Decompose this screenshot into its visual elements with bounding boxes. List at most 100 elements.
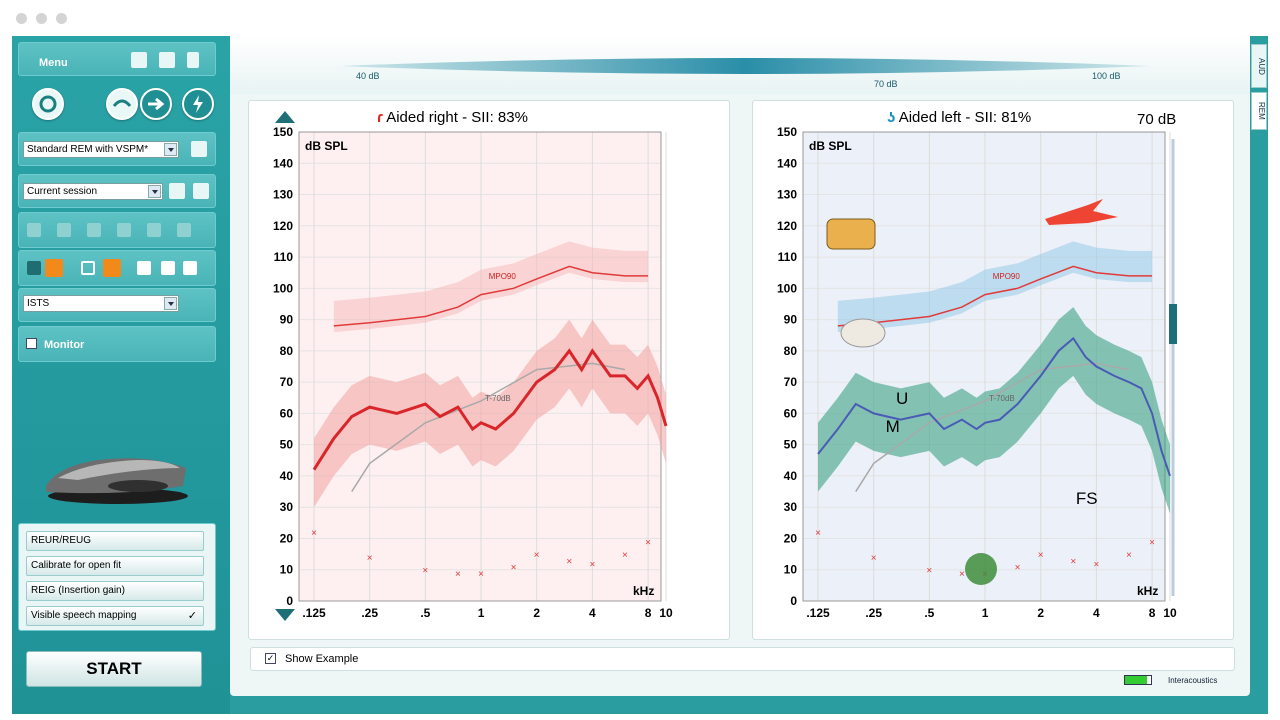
mpo-line xyxy=(837,265,1153,327)
y-tick-label: 130 xyxy=(273,188,293,202)
y-axis-label: dB SPL xyxy=(809,139,852,153)
chevron-down-icon xyxy=(164,297,177,310)
y-tick-label: 100 xyxy=(777,281,797,295)
slider-min-label: 40 dB xyxy=(356,71,380,81)
aided-right-title-text: Aided right - SII: 83% xyxy=(386,109,528,126)
arrow-right-icon[interactable] xyxy=(161,261,175,275)
ear-icon[interactable] xyxy=(27,223,41,237)
battery-icon xyxy=(1124,675,1152,685)
aided-response-curve xyxy=(312,348,668,471)
x-tick-label: .125 xyxy=(302,606,326,620)
aided-right-chart[interactable]: 0102030405060708090100110120130140150.12… xyxy=(249,101,731,641)
dog-icon xyxy=(840,318,886,348)
maximize-window-dot[interactable] xyxy=(56,13,67,24)
tab-rem[interactable]: REM xyxy=(1251,92,1267,130)
reig-label: REIG (Insertion gain) xyxy=(31,585,125,596)
session-copy-icon[interactable] xyxy=(169,183,185,199)
protocol-select-value: Standard REM with VSPM* xyxy=(27,144,149,155)
y-tick-label: 10 xyxy=(784,563,798,577)
corner-arrow-active-icon[interactable] xyxy=(103,259,121,277)
menu-label[interactable]: Menu xyxy=(39,57,68,69)
threshold-mark: × xyxy=(311,528,317,539)
rem-device-image xyxy=(46,458,188,504)
show-example-checkbox[interactable]: ✓ xyxy=(265,653,276,664)
x-axis-label: kHz xyxy=(1137,584,1158,598)
signal-select[interactable]: ISTS xyxy=(23,295,179,312)
rect-icon[interactable] xyxy=(117,223,131,237)
threshold-mark: × xyxy=(1093,559,1099,570)
threshold-mark: × xyxy=(1015,563,1021,574)
aided-left-title: ʖ Aided left - SII: 81% xyxy=(887,109,1031,126)
level-readout: 70 dB xyxy=(1137,111,1177,128)
chart-axis-icon[interactable] xyxy=(183,261,197,275)
y-tick-label: 90 xyxy=(784,313,798,327)
show-example-label: Show Example xyxy=(285,653,359,665)
y-tick-label: 0 xyxy=(286,594,293,608)
y-tick-label: 40 xyxy=(280,469,294,483)
threshold-mark: × xyxy=(622,550,628,561)
x-tick-label: 4 xyxy=(589,606,596,620)
threshold-mark: × xyxy=(645,538,651,549)
scroll-up-arrow xyxy=(275,111,295,123)
aided-left-chart[interactable]: 0102030405060708090100110120130140150.12… xyxy=(753,101,1235,641)
minimize-window-dot[interactable] xyxy=(36,13,47,24)
save-icon[interactable] xyxy=(159,52,175,68)
view-tools-panel xyxy=(18,250,216,286)
x-tick-label: 10 xyxy=(1163,606,1177,620)
y-tick-label: 50 xyxy=(280,438,294,452)
visible-speech-mapping-label: Visible speech mapping xyxy=(31,610,137,621)
threshold-mark: × xyxy=(959,569,965,580)
reig-insertion-gain-button[interactable]: REIG (Insertion gain) xyxy=(26,581,204,601)
layers-icon[interactable] xyxy=(147,223,161,237)
left-sidebar: Menu Standard REM with VSPM* Curren xyxy=(12,36,230,714)
x-tick-label: .25 xyxy=(361,606,378,620)
protocol-select[interactable]: Standard REM with VSPM* xyxy=(23,141,179,158)
corner-arrow-icon[interactable] xyxy=(81,261,95,275)
probe-icon[interactable] xyxy=(57,223,71,237)
exit-door-icon[interactable] xyxy=(187,52,199,68)
x-tick-label: 10 xyxy=(659,606,673,620)
calibrate-open-fit-button[interactable]: Calibrate for open fit xyxy=(26,556,204,576)
close-window-dot[interactable] xyxy=(16,13,27,24)
monitor-checkbox[interactable] xyxy=(26,338,37,349)
y-tick-label: 0 xyxy=(790,594,797,608)
hand-icon[interactable] xyxy=(177,223,191,237)
aided-right-title: ɾ Aided right - SII: 83% xyxy=(377,109,528,126)
main-area: 40 dB 70 dB 100 dB 0 10 20 30 40 50 60 70 80 90 10… xyxy=(230,36,1250,696)
session-select[interactable]: Current session xyxy=(23,183,163,200)
slider-max-label: 100 dB xyxy=(1092,71,1121,81)
x-tick-label: 2 xyxy=(533,606,540,620)
start-button[interactable]: START xyxy=(26,651,202,687)
reur-reug-button[interactable]: REUR/REUG xyxy=(26,531,204,551)
y-tick-label: 60 xyxy=(784,406,798,420)
x-tick-label: 8 xyxy=(645,606,652,620)
threshold-mark: × xyxy=(478,569,484,580)
target-line xyxy=(855,362,1130,492)
level-slider-thumb xyxy=(1169,304,1177,344)
signal-panel: ISTS xyxy=(18,288,216,322)
target-line xyxy=(351,362,626,492)
grid-table-icon[interactable] xyxy=(137,261,151,275)
next-arrow-button[interactable] xyxy=(140,88,172,120)
print-icon[interactable] xyxy=(131,52,147,68)
session-lock-icon[interactable] xyxy=(193,183,209,199)
globe-icon[interactable] xyxy=(87,223,101,237)
y-tick-label: 110 xyxy=(778,250,798,264)
x-tick-label: .5 xyxy=(924,606,934,620)
y-tick-label: 70 xyxy=(784,375,798,389)
x-tick-label: .5 xyxy=(420,606,430,620)
tab-aud[interactable]: AUD xyxy=(1251,44,1267,88)
y-tick-label: 20 xyxy=(784,531,798,545)
y-tick-label: 10 xyxy=(280,563,294,577)
visible-speech-mapping-button[interactable]: Visible speech mapping ✓ xyxy=(26,606,204,626)
flash-button[interactable] xyxy=(182,88,214,120)
right-tabs: AUD REM xyxy=(1250,36,1268,714)
hearing-instrument-button[interactable] xyxy=(32,88,64,120)
orange-square-icon[interactable] xyxy=(45,259,63,277)
curve-mode-button[interactable] xyxy=(106,88,138,120)
black-square-icon[interactable] xyxy=(27,261,41,275)
input-level-slider[interactable] xyxy=(340,56,1150,76)
settings-gear-icon[interactable] xyxy=(191,141,207,157)
airplane-icon xyxy=(1045,199,1118,225)
y-tick-label: 20 xyxy=(280,531,294,545)
